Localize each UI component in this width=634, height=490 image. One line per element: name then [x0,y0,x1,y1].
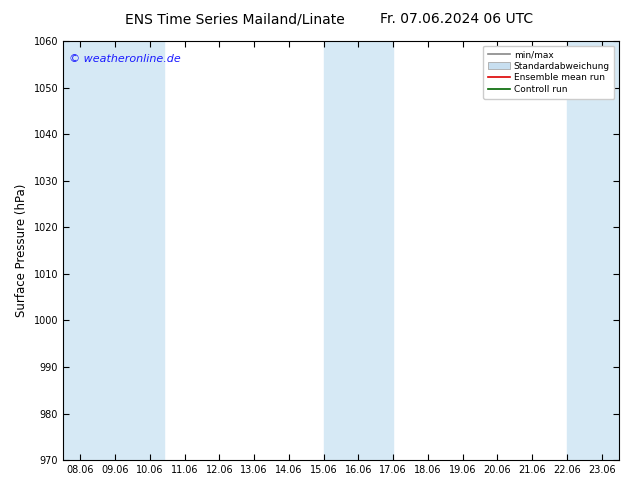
Y-axis label: Surface Pressure (hPa): Surface Pressure (hPa) [15,184,28,318]
Text: ENS Time Series Mailand/Linate: ENS Time Series Mailand/Linate [125,12,344,26]
Bar [323,41,393,460]
Bar [567,41,621,460]
Text: Fr. 07.06.2024 06 UTC: Fr. 07.06.2024 06 UTC [380,12,533,26]
Legend: min/max, Standardabweichung, Ensemble mean run, Controll run: min/max, Standardabweichung, Ensemble me… [483,46,614,98]
Text: © weatheronline.de: © weatheronline.de [68,53,180,64]
Bar [61,41,164,460]
